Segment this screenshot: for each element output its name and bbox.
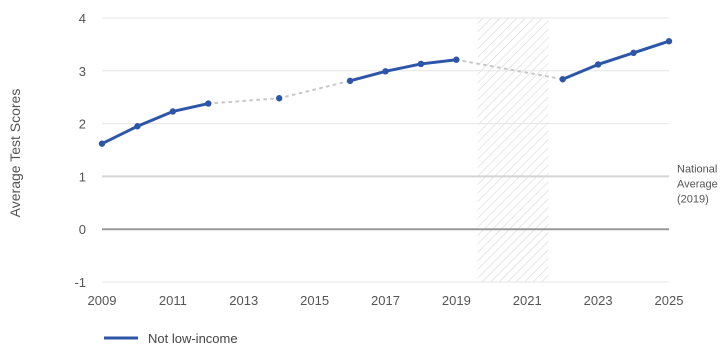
y-tick-label: 4 — [79, 11, 86, 26]
series-gap-connector — [278, 79, 352, 100]
series-line-segment — [561, 62, 600, 81]
y-tick-label: 1 — [79, 169, 86, 184]
shaded-region — [477, 18, 549, 282]
x-tick-label: 2013 — [229, 293, 258, 308]
y-axis-label: Average Test Scores — [7, 89, 23, 218]
series-line-segment — [632, 39, 671, 55]
data-point — [346, 77, 354, 85]
y-tick-label: 3 — [79, 64, 86, 79]
series-line-segment — [419, 58, 458, 66]
data-point — [630, 49, 637, 57]
series-line-segment — [100, 124, 139, 146]
x-tick-label: 2015 — [300, 293, 329, 308]
legend: Not low-income — [104, 331, 238, 346]
series-line-segment — [135, 109, 175, 128]
x-tick-label: 2025 — [655, 293, 684, 308]
x-tick-label: 2011 — [159, 293, 187, 308]
series-gap-connector — [207, 97, 281, 105]
x-tick-label: 2009 — [88, 293, 117, 308]
data-point — [417, 60, 425, 68]
reference-line-label: Average — [677, 178, 718, 190]
data-point — [275, 95, 283, 102]
series-line-segment — [171, 102, 210, 113]
reference-line-label: National — [677, 163, 717, 175]
x-tick-label: 2023 — [584, 293, 613, 308]
y-tick-label: -1 — [74, 275, 86, 290]
legend-label: Not low-income — [148, 331, 238, 346]
reference-line-label: (2019) — [677, 193, 709, 205]
x-tick-label: 2021 — [513, 293, 542, 308]
data-point — [98, 140, 106, 147]
data-point — [665, 38, 673, 45]
y-tick-label: 2 — [79, 117, 86, 132]
data-point — [169, 108, 177, 115]
data-point — [453, 56, 460, 63]
data-point — [382, 68, 389, 75]
x-tick-label: 2019 — [442, 293, 471, 308]
series-line-segment — [348, 69, 387, 83]
series-line-segment — [596, 51, 636, 66]
data-point — [134, 123, 141, 130]
data-point — [559, 76, 566, 83]
y-tick-label: 0 — [79, 222, 86, 237]
series-line-segment — [384, 62, 423, 73]
data-point — [205, 100, 212, 107]
x-tick-label: 2017 — [371, 293, 400, 308]
data-point — [594, 61, 602, 68]
series-gap-connector — [455, 58, 564, 81]
